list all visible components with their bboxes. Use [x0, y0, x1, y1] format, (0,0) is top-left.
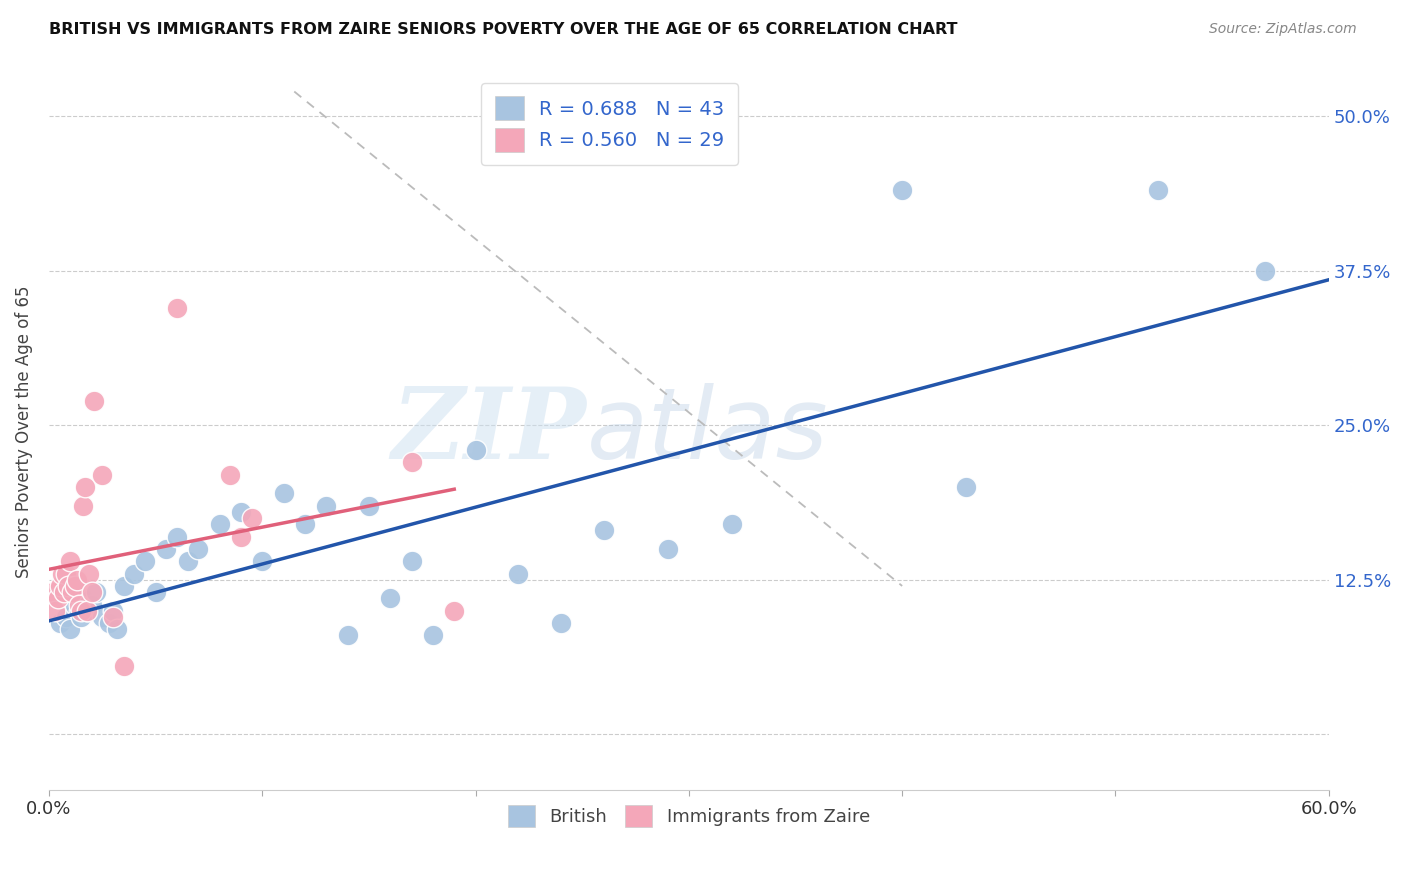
Point: [80, 598, 103, 612]
Point: [240, 511, 263, 525]
Point: [67, 604, 90, 618]
Point: [84, 585, 107, 599]
Point: [70, 610, 93, 624]
Point: [80, 585, 103, 599]
Point: [79, 566, 101, 581]
Point: [187, 541, 209, 556]
Point: [336, 628, 359, 642]
Point: [166, 529, 188, 543]
Point: [91, 610, 114, 624]
Point: [62, 585, 84, 599]
Point: [422, 628, 444, 642]
Point: [315, 499, 337, 513]
Point: [42, 585, 65, 599]
Point: [1147, 183, 1170, 197]
Point: [464, 442, 486, 457]
Point: [52, 585, 75, 599]
Point: [91, 467, 114, 482]
Point: [176, 554, 198, 568]
Point: [70, 604, 93, 618]
Point: [59, 622, 82, 636]
Point: [76, 604, 98, 618]
Point: [63, 579, 86, 593]
Text: atlas: atlas: [586, 383, 828, 480]
Point: [357, 499, 380, 513]
Point: [657, 541, 679, 556]
Text: Source: ZipAtlas.com: Source: ZipAtlas.com: [1209, 22, 1357, 37]
Point: [105, 622, 128, 636]
Point: [443, 604, 465, 618]
Point: [55, 566, 77, 581]
Point: [208, 517, 231, 532]
Point: [891, 183, 914, 197]
Point: [51, 566, 73, 581]
Point: [219, 467, 242, 482]
Point: [273, 486, 295, 500]
Point: [955, 480, 977, 494]
Point: [72, 591, 94, 606]
Point: [1254, 264, 1277, 278]
Point: [592, 524, 614, 538]
Point: [63, 598, 86, 612]
Point: [155, 541, 177, 556]
Point: [112, 579, 135, 593]
Point: [145, 585, 167, 599]
Point: [380, 591, 402, 606]
Point: [56, 579, 79, 593]
Point: [59, 554, 82, 568]
Point: [83, 393, 105, 408]
Point: [294, 517, 316, 532]
Point: [48, 579, 70, 593]
Point: [67, 598, 90, 612]
Text: BRITISH VS IMMIGRANTS FROM ZAIRE SENIORS POVERTY OVER THE AGE OF 65 CORRELATION : BRITISH VS IMMIGRANTS FROM ZAIRE SENIORS…: [49, 22, 957, 37]
Point: [134, 554, 156, 568]
Y-axis label: Seniors Poverty Over the Age of 65: Seniors Poverty Over the Age of 65: [15, 285, 32, 578]
Point: [112, 659, 135, 673]
Point: [76, 604, 98, 618]
Point: [229, 529, 252, 543]
Point: [166, 301, 188, 315]
Point: [101, 610, 124, 624]
Point: [508, 566, 530, 581]
Point: [101, 604, 124, 618]
Point: [66, 573, 89, 587]
Point: [720, 517, 742, 532]
Point: [229, 505, 252, 519]
Point: [75, 480, 97, 494]
Point: [401, 455, 423, 469]
Legend: British, Immigrants from Zaire: British, Immigrants from Zaire: [501, 798, 877, 835]
Point: [401, 554, 423, 568]
Text: ZIP: ZIP: [391, 384, 586, 480]
Point: [46, 591, 69, 606]
Point: [124, 566, 146, 581]
Point: [44, 604, 66, 618]
Point: [252, 554, 274, 568]
Point: [55, 610, 77, 624]
Point: [97, 615, 120, 630]
Point: [48, 615, 70, 630]
Point: [550, 615, 572, 630]
Point: [72, 499, 94, 513]
